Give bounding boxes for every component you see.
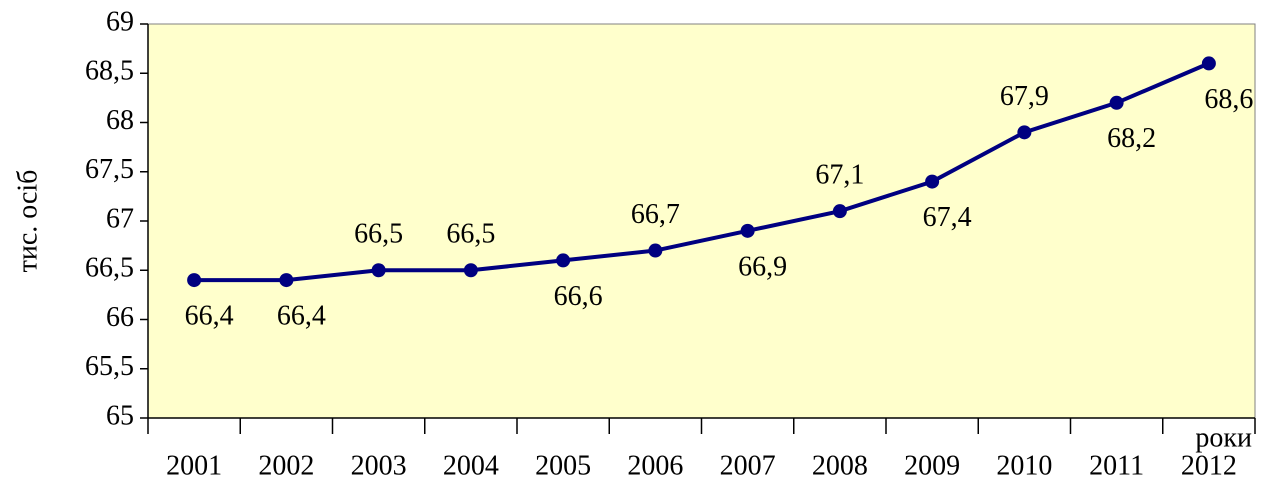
y-axis-label: тис. осіб — [12, 170, 43, 273]
y-tick-label: 68 — [106, 105, 134, 136]
x-tick-label: 2010 — [996, 450, 1052, 481]
data-point — [463, 263, 478, 278]
x-axis-label: роки — [1195, 422, 1252, 453]
data-label: 67,1 — [815, 160, 864, 191]
data-point — [556, 253, 571, 268]
y-tick-label: 66,5 — [85, 253, 134, 284]
y-tick-label: 65 — [106, 400, 134, 431]
x-tick-label: 2003 — [351, 450, 407, 481]
data-label: 66,7 — [631, 199, 680, 230]
y-tick-label: 65,5 — [85, 351, 134, 382]
y-tick-label: 67 — [106, 203, 134, 234]
x-tick-label: 2011 — [1089, 450, 1144, 481]
x-tick-label: 2005 — [535, 450, 591, 481]
data-point — [187, 273, 202, 288]
data-point — [832, 204, 847, 219]
x-tick-label: 2001 — [166, 450, 222, 481]
y-tick-label: 66 — [106, 302, 134, 333]
y-tick-label: 69 — [106, 6, 134, 37]
data-point — [925, 174, 940, 189]
x-tick-label: 2012 — [1181, 450, 1237, 481]
data-point — [1201, 56, 1216, 71]
data-label: 66,5 — [354, 219, 403, 250]
x-tick-label: 2009 — [904, 450, 960, 481]
data-label: 66,4 — [185, 301, 234, 332]
data-label: 67,4 — [923, 202, 972, 233]
data-point — [371, 263, 386, 278]
x-tick-label: 2007 — [720, 450, 776, 481]
data-label: 66,4 — [277, 301, 326, 332]
data-point — [1017, 125, 1032, 140]
x-tick-label: 2004 — [443, 450, 499, 481]
data-label: 68,6 — [1204, 84, 1253, 115]
x-tick-label: 2002 — [258, 450, 314, 481]
data-label: 66,5 — [446, 219, 495, 250]
x-tick-label: 2008 — [812, 450, 868, 481]
data-label: 68,2 — [1107, 123, 1156, 154]
data-label: 67,9 — [1000, 81, 1049, 112]
y-tick-label: 68,5 — [85, 56, 134, 87]
data-point — [740, 223, 755, 238]
x-tick-label: 2006 — [627, 450, 683, 481]
data-line — [194, 61, 1210, 283]
y-tick-label: 67,5 — [85, 154, 134, 185]
data-point — [648, 243, 663, 258]
data-label: 66,9 — [738, 251, 787, 282]
data-point — [279, 273, 294, 288]
data-label: 66,6 — [554, 281, 603, 312]
plot-area — [147, 23, 1256, 419]
data-point — [1109, 95, 1124, 110]
